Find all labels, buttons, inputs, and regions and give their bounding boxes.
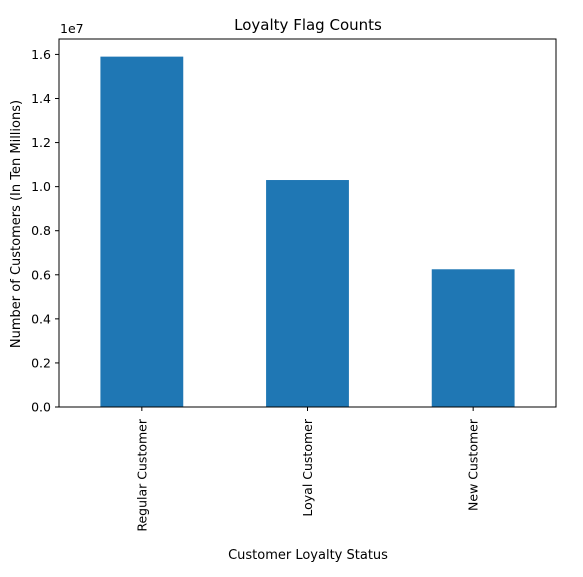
y-tick-label: 0.4 (31, 311, 51, 326)
y-tick-label: 0.8 (31, 223, 51, 238)
x-tick-label: Regular Customer (134, 418, 149, 531)
y-tick-label: 1.4 (31, 91, 51, 106)
y-tick-label: 1.6 (31, 47, 51, 62)
x-tick-label: New Customer (466, 418, 481, 511)
x-axis-label: Customer Loyalty Status (228, 548, 388, 563)
bar (100, 56, 184, 407)
x-tick-label: Loyal Customer (300, 418, 315, 516)
bar (266, 180, 349, 407)
y-tick-label: 0.0 (31, 400, 51, 415)
y-tick-label: 1.2 (31, 135, 51, 150)
plot-area: 0.0 0.2 0.4 0.6 0.8 1.0 1.2 1.4 1.6 Regular Custo… (31, 38, 557, 532)
bar (431, 269, 515, 407)
chart-title: Loyalty Flag Counts (234, 16, 382, 34)
y-tick-label: 0.6 (31, 267, 51, 282)
y-axis-label: Number of Customers (In Ten Millions) (9, 100, 24, 348)
y-tick-label: 0.2 (31, 355, 51, 370)
y-offset-label: 1e7 (60, 21, 84, 36)
y-tick-label: 1.0 (31, 179, 51, 194)
